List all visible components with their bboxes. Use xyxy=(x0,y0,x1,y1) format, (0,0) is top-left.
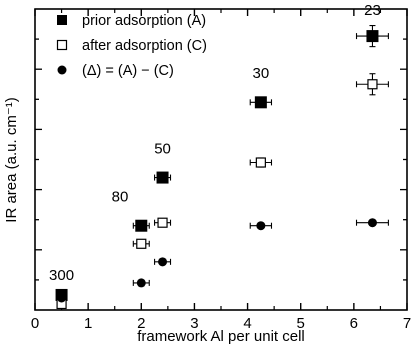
delta-point xyxy=(367,218,377,228)
delta-point xyxy=(136,278,146,288)
x-tick-label: 5 xyxy=(297,315,305,332)
prior-adsorption-point xyxy=(156,171,169,184)
legend-marker-delta xyxy=(57,65,67,75)
legend-label-prior-adsorption: prior adsorption (A) xyxy=(82,13,206,29)
annotation-label: 23 xyxy=(364,2,381,19)
x-axis-title: framework Al per unit cell xyxy=(137,328,305,344)
prior-adsorption-point xyxy=(135,219,148,232)
delta-point xyxy=(158,257,168,267)
annotation-label: 300 xyxy=(49,267,74,284)
x-tick-label: 4 xyxy=(243,315,251,332)
y-axis-title: IR area (a.u. cm⁻¹) xyxy=(3,97,20,222)
legend-label-delta: (Δ) = (A) − (C) xyxy=(82,63,174,79)
after-adsorption-point xyxy=(255,157,266,168)
plot-frame xyxy=(34,8,408,311)
annotation-label: 80 xyxy=(112,189,129,206)
x-tick-label: 6 xyxy=(350,315,358,332)
annotation-label: 30 xyxy=(253,65,270,82)
prior-adsorption-point xyxy=(254,96,267,109)
delta-point xyxy=(57,293,67,303)
x-tick-label: 2 xyxy=(137,315,145,332)
annotation-label: 50 xyxy=(154,140,171,157)
legend-label-after-adsorption: after adsorption (C) xyxy=(82,38,207,54)
after-adsorption-point xyxy=(136,238,147,249)
prior-adsorption-point xyxy=(366,30,379,43)
x-tick-label: 0 xyxy=(31,315,39,332)
x-tick-label: 7 xyxy=(403,315,411,332)
legend-marker-after-adsorption xyxy=(56,39,68,51)
x-tick-label: 1 xyxy=(84,315,92,332)
x-tick-label: 3 xyxy=(190,315,198,332)
after-adsorption-point xyxy=(367,79,378,90)
legend-marker-prior-adsorption xyxy=(57,15,67,25)
delta-point xyxy=(256,221,266,231)
after-adsorption-point xyxy=(157,217,168,228)
